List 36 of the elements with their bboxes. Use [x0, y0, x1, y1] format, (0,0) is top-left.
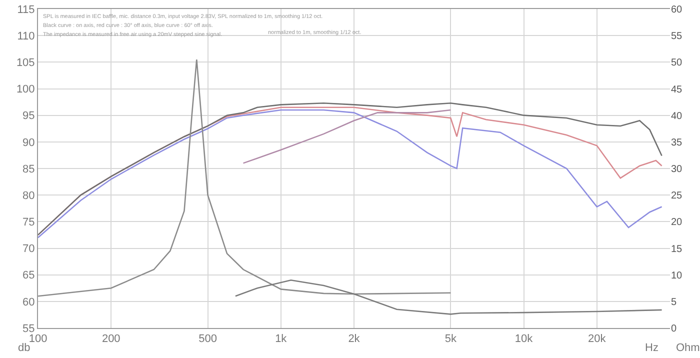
y2-tick-label: 25: [671, 190, 683, 202]
y2-tick-label: 45: [671, 84, 683, 96]
x-tick-label: 5k: [444, 333, 457, 346]
y-tick-label: 100: [16, 84, 35, 96]
x-tick-label: 200: [102, 333, 120, 346]
y-tick-label: 95: [22, 110, 35, 122]
y2-tick-label: 40: [671, 110, 683, 122]
y-tick-label: 110: [17, 30, 35, 42]
x-tick-label: 500: [198, 333, 217, 346]
y-axis-title: db: [18, 342, 30, 354]
y-tick-label: 85: [22, 163, 35, 176]
y-tick-label: 90: [22, 136, 35, 149]
y-tick-label: 70: [22, 243, 35, 256]
y-tick-label: 60: [22, 296, 35, 308]
y2-tick-label: 15: [671, 244, 683, 255]
y2-tick-label: 30: [671, 164, 683, 175]
y-tick-label: 65: [22, 270, 35, 282]
y-tick-label: 55: [22, 322, 35, 335]
y2-axis-title: Ohm: [676, 342, 700, 354]
x-axis-title: Hz: [645, 342, 658, 354]
y2-tick-label: 20: [671, 217, 683, 228]
x-tick-label: 20k: [588, 333, 606, 346]
y2-tick-label: 50: [671, 58, 683, 69]
y-tick-label: 115: [17, 4, 35, 16]
y2-tick-label: 10: [671, 270, 683, 282]
y-tick-label: 75: [22, 216, 35, 229]
y-tick-label: 80: [22, 190, 35, 202]
y2-tick-label: 60: [671, 4, 683, 16]
x-tick-label: 10k: [514, 333, 534, 346]
y-tick-label: 105: [16, 57, 35, 70]
y2-tick-label: 0: [671, 324, 677, 334]
x-tick-label: 2k: [348, 333, 360, 346]
y2-tick-label: 35: [671, 137, 683, 148]
y2-tick-label: 5: [671, 296, 677, 308]
y2-tick-label: 55: [671, 31, 683, 42]
x-tick-label: 1k: [275, 333, 288, 346]
